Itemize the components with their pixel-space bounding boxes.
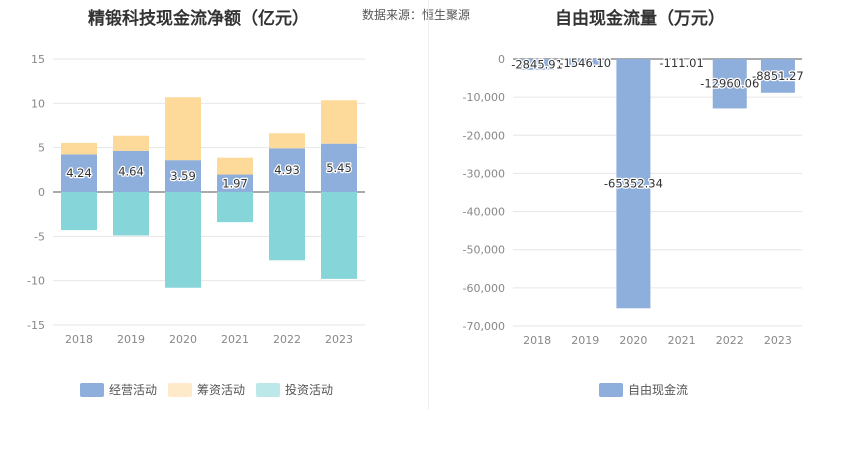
data-label: 3.59 xyxy=(170,169,196,183)
x-tick-label: 2018 xyxy=(65,333,93,346)
bar-free-cash-flow xyxy=(616,59,651,309)
bar-financing xyxy=(61,142,97,155)
y-tick-label: 0 xyxy=(38,186,45,199)
bar-investing xyxy=(61,192,97,231)
y-tick-label: -50,000 xyxy=(463,244,505,257)
data-source-note: 数据来源：恒生聚源 xyxy=(362,8,471,22)
left-chart-title: 精锻科技现金流净额（亿元） xyxy=(88,9,309,29)
data-label: 4.64 xyxy=(118,164,144,178)
y-tick-label: 15 xyxy=(31,53,45,66)
y-tick-label: -30,000 xyxy=(463,167,505,180)
y-tick-label: -40,000 xyxy=(463,206,505,219)
right-chart-title: 自由现金流量（万元） xyxy=(555,9,725,29)
bar-operating xyxy=(217,174,253,192)
data-label: -2845.91 xyxy=(511,57,563,71)
x-tick-label: 2020 xyxy=(619,334,647,347)
legend-swatch xyxy=(80,383,104,397)
bar-investing xyxy=(269,192,305,261)
legend-label: 投资活动 xyxy=(285,382,333,397)
x-tick-label: 2022 xyxy=(716,334,744,347)
data-label: -1546.10 xyxy=(559,56,611,70)
bar-operating xyxy=(113,150,149,192)
bar-financing xyxy=(165,97,201,161)
bar-financing xyxy=(269,133,305,149)
legend-swatch xyxy=(599,383,623,397)
data-label: 5.45 xyxy=(326,161,352,175)
bar-financing xyxy=(217,157,253,175)
data-label: 4.24 xyxy=(66,166,92,180)
legend-label: 经营活动 xyxy=(109,383,157,397)
y-tick-label: 5 xyxy=(38,142,45,155)
cash-flow-net-chart: 15 10 5 0 -5 -10 -15 4.24 2018 4.64 2019 3.59 2020 1.… xyxy=(27,53,365,397)
y-tick-label: -5 xyxy=(34,230,45,243)
bar-operating xyxy=(61,154,97,192)
x-tick-label: 2023 xyxy=(325,333,353,346)
x-tick-label: 2020 xyxy=(169,333,197,346)
bar-investing xyxy=(217,192,253,223)
legend-swatch xyxy=(256,383,280,397)
legend-label: 自由现金流 xyxy=(628,382,688,397)
bar-financing xyxy=(113,135,149,151)
bar-free-cash-flow xyxy=(760,59,795,93)
data-label: 4.93 xyxy=(274,163,300,177)
data-label: 1.97 xyxy=(222,176,248,190)
legend-label: 筹资活动 xyxy=(197,383,245,397)
x-tick-label: 2023 xyxy=(764,334,792,347)
bar-investing xyxy=(113,192,149,236)
bar-free-cash-flow xyxy=(712,59,747,109)
bar-operating xyxy=(269,148,305,192)
y-tick-label: 0 xyxy=(498,53,505,66)
x-tick-label: 2019 xyxy=(571,334,599,347)
bar-investing xyxy=(165,192,201,288)
x-tick-label: 2018 xyxy=(523,334,551,347)
bar-operating xyxy=(165,160,201,192)
bar-operating xyxy=(321,143,357,192)
data-label: -111.01 xyxy=(659,56,703,70)
data-label: -12960.06 xyxy=(700,77,759,91)
legend-swatch xyxy=(168,383,192,397)
x-tick-label: 2019 xyxy=(117,333,145,346)
bar-free-cash-flow xyxy=(568,59,603,65)
panel-divider xyxy=(428,0,429,410)
y-tick-label: -70,000 xyxy=(463,320,505,333)
x-tick-label: 2021 xyxy=(221,333,249,346)
data-label: -65352.34 xyxy=(604,177,663,191)
y-tick-label: -10 xyxy=(27,275,45,288)
y-tick-label: -60,000 xyxy=(463,282,505,295)
data-label: -8851.27 xyxy=(752,69,804,83)
y-tick-label: -20,000 xyxy=(463,129,505,142)
x-tick-label: 2022 xyxy=(273,333,301,346)
bar-investing xyxy=(321,192,357,279)
y-tick-label: -15 xyxy=(27,319,45,332)
x-tick-label: 2021 xyxy=(668,334,696,347)
bar-financing xyxy=(321,100,357,144)
y-tick-label: -10,000 xyxy=(463,91,505,104)
y-tick-label: 10 xyxy=(31,97,45,110)
bar-free-cash-flow xyxy=(520,59,555,70)
